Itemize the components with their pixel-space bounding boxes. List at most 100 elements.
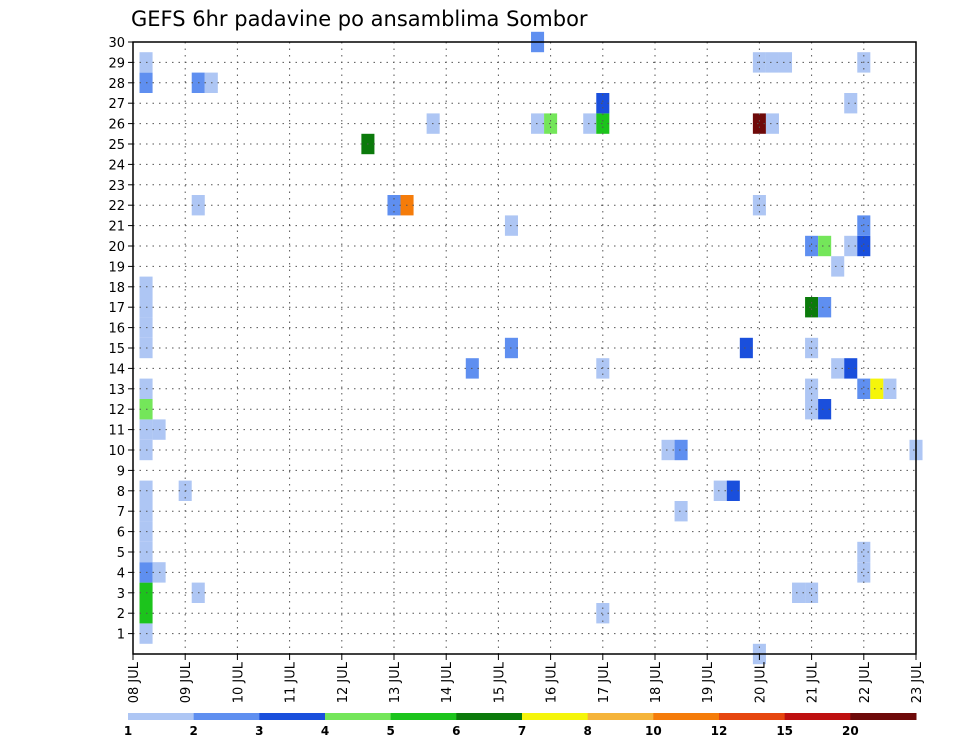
heatmap-cell	[870, 378, 884, 399]
x-tick-label: 15 JUL	[492, 661, 507, 703]
heatmap-cell	[765, 52, 779, 73]
colorbar-swatch	[653, 713, 720, 720]
x-tick-label: 20 JUL	[753, 661, 768, 703]
heatmap-cell	[818, 235, 832, 257]
heatmap-cell	[805, 399, 819, 420]
colorbar-swatch	[193, 713, 260, 720]
x-tick-label: 18 JUL	[649, 661, 664, 703]
heatmap-cell	[818, 399, 832, 420]
heatmap-cell	[805, 582, 819, 603]
y-tick-label: 26	[108, 118, 125, 133]
colorbar-swatch	[128, 713, 195, 720]
y-tick-label: 10	[108, 444, 125, 459]
y-tick-label: 23	[108, 179, 125, 194]
heatmap-cell	[857, 235, 871, 257]
colorbar-label: 5	[386, 724, 394, 738]
heatmap-cell	[818, 297, 832, 318]
heatmap-cell	[596, 603, 610, 624]
y-tick-label: 16	[108, 322, 125, 337]
y-axis-ticks: 1234567891011121314151617181920212223242…	[108, 36, 133, 643]
heatmap-cell	[857, 541, 871, 563]
heatmap-cells	[139, 31, 923, 665]
colorbar-swatch	[784, 713, 851, 720]
y-tick-label: 15	[108, 342, 125, 357]
y-tick-label: 30	[108, 36, 125, 51]
heatmap-cell	[857, 215, 871, 236]
y-tick-label: 5	[117, 546, 125, 561]
y-tick-label: 25	[108, 138, 125, 153]
y-tick-label: 14	[108, 362, 125, 377]
colorbar-swatch	[325, 713, 392, 720]
heatmap-cell	[805, 235, 819, 257]
colorbar-label: 8	[583, 724, 591, 738]
y-tick-label: 8	[117, 485, 125, 500]
heatmap-cell	[739, 337, 753, 359]
y-tick-label: 24	[108, 158, 125, 173]
heatmap-cell	[844, 358, 858, 379]
colorbar-swatch	[587, 713, 654, 720]
colorbar-swatch	[259, 713, 326, 720]
y-tick-label: 2	[117, 607, 125, 622]
x-tick-label: 22 JUL	[858, 661, 873, 703]
x-tick-label: 09 JUL	[179, 661, 194, 703]
heatmap-cell	[844, 93, 858, 114]
colorbar-label: 1	[124, 724, 132, 738]
y-tick-label: 18	[108, 281, 125, 296]
x-tick-label: 13 JUL	[388, 661, 403, 703]
heatmap-cell	[674, 439, 688, 461]
grid-lines	[133, 42, 916, 654]
y-tick-label: 7	[117, 505, 125, 520]
colorbar-label: 10	[645, 724, 662, 738]
x-tick-label: 12 JUL	[336, 661, 351, 703]
heatmap-cell	[805, 378, 819, 399]
y-tick-label: 9	[117, 464, 125, 479]
heatmap-cell	[596, 93, 610, 114]
colorbar-swatch	[522, 713, 589, 720]
x-tick-label: 16 JUL	[545, 661, 560, 703]
x-tick-label: 21 JUL	[806, 661, 821, 703]
heatmap-cell	[792, 582, 806, 603]
heatmap-cell	[883, 378, 897, 399]
heatmap-cell	[752, 113, 766, 134]
y-tick-label: 21	[108, 220, 125, 235]
colorbar-swatch	[719, 713, 786, 720]
heatmap-cell	[713, 480, 727, 501]
x-tick-label: 08 JUL	[127, 661, 142, 703]
y-tick-label: 4	[117, 566, 125, 581]
colorbar-label: 4	[321, 724, 329, 738]
y-tick-label: 12	[108, 403, 125, 418]
heatmap-cell	[778, 52, 793, 73]
colorbar-label: 3	[255, 724, 263, 738]
colorbar-label: 15	[776, 724, 793, 738]
heatmap-cell	[583, 113, 597, 134]
heatmap-cell	[531, 113, 545, 134]
x-tick-label: 17 JUL	[597, 661, 612, 703]
heatmap-cell	[765, 113, 779, 134]
y-tick-label: 6	[117, 526, 125, 541]
heatmap-cell	[831, 256, 845, 277]
x-tick-label: 19 JUL	[701, 661, 716, 703]
heatmap-cell	[726, 480, 740, 501]
heatmap-cell	[596, 113, 610, 134]
y-tick-label: 22	[108, 199, 125, 214]
x-axis-ticks: 08 JUL 09 JUL 10 JUL 11 JUL 12 JUL 13 JUL 14 J…	[127, 654, 925, 703]
colorbar: 1 2 3 4 5 6 7 8 10 12 15 20	[124, 713, 917, 738]
heatmap-cell	[661, 439, 675, 461]
heatmap-cell	[857, 562, 871, 583]
x-tick-label: 14 JUL	[440, 661, 455, 703]
heatmap-cell	[844, 235, 858, 257]
y-tick-label: 17	[108, 301, 125, 316]
y-tick-label: 29	[108, 56, 125, 71]
colorbar-label: 7	[518, 724, 526, 738]
y-tick-label: 28	[108, 77, 125, 92]
colorbar-swatch	[390, 713, 457, 720]
colorbar-swatch	[850, 713, 917, 720]
x-tick-label: 11 JUL	[284, 661, 299, 703]
heatmap-cell	[857, 378, 871, 399]
heatmap-cell	[544, 113, 558, 134]
y-tick-label: 13	[108, 383, 125, 398]
colorbar-label: 6	[452, 724, 460, 738]
chart-title: GEFS 6hr padavine po ansamblima Sombor	[131, 7, 588, 31]
heatmap-cell	[831, 358, 845, 379]
